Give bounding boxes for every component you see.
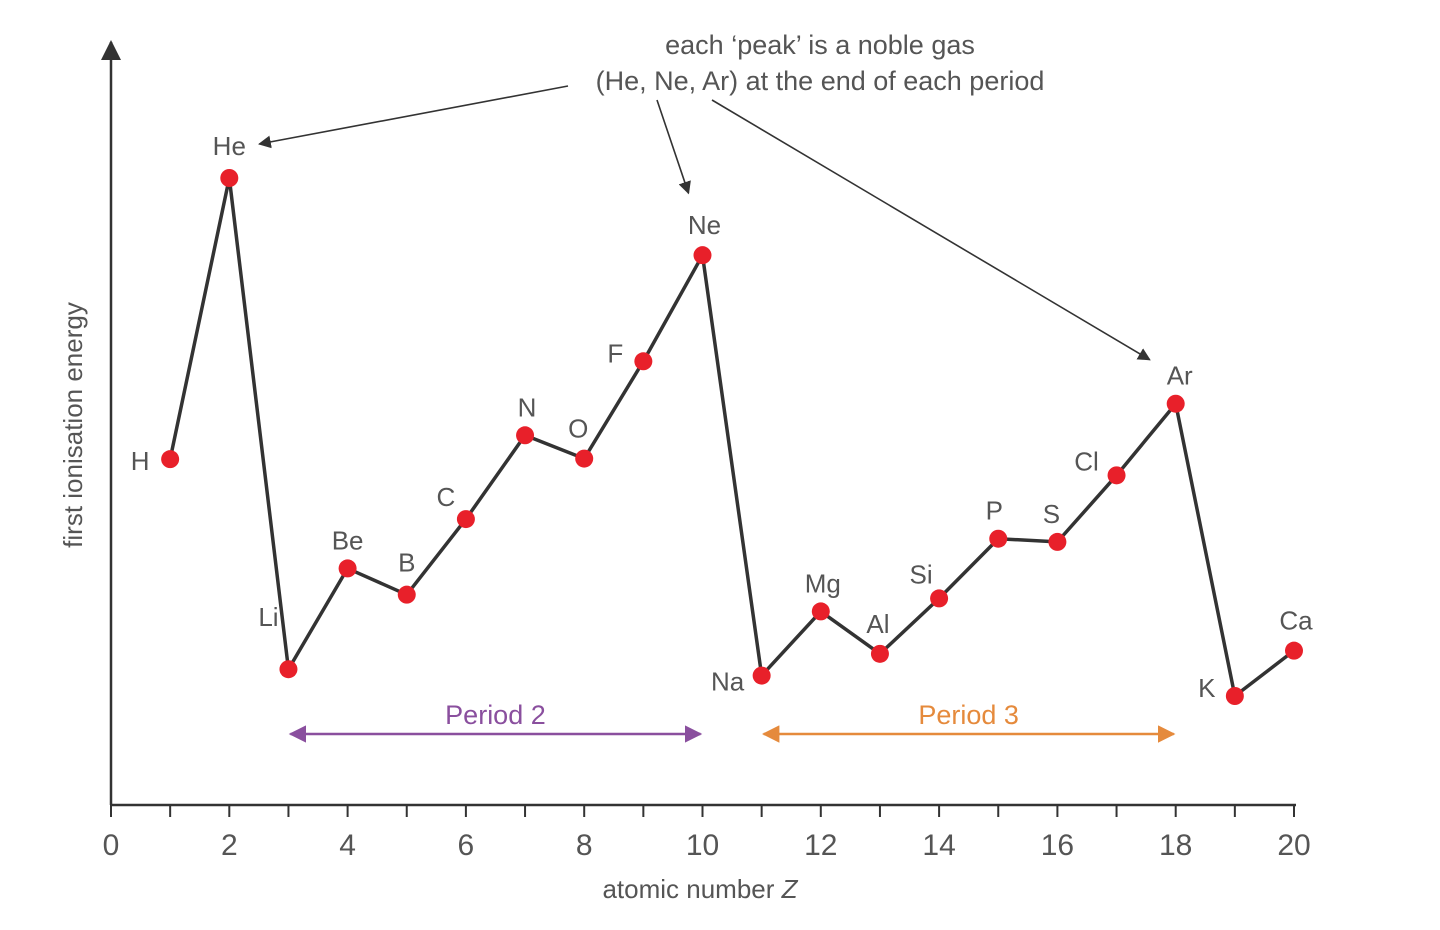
- data-point-label: Al: [866, 609, 889, 639]
- x-tick-label: 6: [458, 829, 475, 862]
- data-point: [989, 529, 1008, 548]
- data-point-label: Na: [711, 667, 745, 697]
- data-point-label: K: [1198, 673, 1216, 703]
- x-tick-label: 4: [339, 829, 356, 862]
- data-point: [456, 510, 475, 529]
- x-axis-label-text: atomic number: [602, 874, 774, 904]
- annotation-arrow: [711, 99, 1151, 361]
- period-ranges: Period 2 Period 3: [288, 700, 1176, 743]
- data-point-label: He: [213, 131, 246, 161]
- data-point-label: C: [437, 482, 456, 512]
- data-point: [1285, 641, 1303, 660]
- period-range-label: Period 2: [445, 700, 546, 730]
- data-point-label: Cl: [1074, 446, 1099, 476]
- x-tick-label: 0: [103, 829, 120, 862]
- x-tick-label: 2: [221, 829, 238, 862]
- data-point: [870, 644, 889, 663]
- x-tick-label: 12: [804, 829, 837, 862]
- data-point: [516, 426, 535, 445]
- x-tick-label: 14: [922, 829, 955, 862]
- data-point-label: Be: [332, 525, 364, 555]
- data-point: [338, 559, 357, 578]
- data-point-label: F: [607, 338, 623, 368]
- data-point: [397, 585, 416, 604]
- data-point: [811, 602, 830, 621]
- data-point-label: N: [518, 392, 537, 422]
- period-range-label: Period 3: [918, 700, 1019, 730]
- x-tick-label: 20: [1277, 829, 1310, 862]
- data-point: [161, 450, 180, 469]
- x-tick-label: 8: [576, 829, 593, 862]
- data-point: [930, 589, 949, 608]
- annotation-arrow: [656, 99, 691, 195]
- y-axis-label: first ionisation energy: [58, 302, 88, 548]
- x-axis-ticks: [110, 805, 1295, 817]
- data-point: [1107, 466, 1126, 485]
- data-point-label: Li: [258, 602, 278, 632]
- data-point: [752, 666, 771, 685]
- data-point-label: Ne: [688, 210, 721, 240]
- data-point-label: Mg: [805, 568, 841, 598]
- data-point: [575, 449, 594, 468]
- data-point-labels: H He Li Be B C N O F Ne Na Mg Al Si P S Cl Ar K Ca: [131, 131, 1313, 703]
- data-point: [1166, 394, 1185, 413]
- annotation-line-1: each ‘peak’ is a noble gas: [665, 30, 975, 60]
- data-point-label: S: [1043, 499, 1060, 529]
- data-point: [1225, 687, 1244, 705]
- annotation-arrow: [258, 85, 569, 149]
- data-point: [279, 660, 298, 679]
- x-tick-label: 16: [1041, 829, 1074, 862]
- data-point: [1048, 532, 1067, 551]
- data-point-label: Ca: [1279, 606, 1313, 636]
- series-line: [168, 176, 1296, 698]
- data-point: [693, 246, 712, 265]
- data-point-label: Ar: [1167, 361, 1193, 391]
- data-points: [161, 169, 1303, 705]
- data-point: [220, 169, 239, 187]
- data-point-label: B: [398, 548, 415, 578]
- data-point: [634, 352, 653, 371]
- annotation-arrows: [258, 85, 1151, 361]
- x-tick-label: 10: [686, 829, 719, 862]
- x-axis-tick-labels: 0 2 4 6 8 10 12 14 16 18 20: [103, 829, 1311, 862]
- annotation-line-2: (He, Ne, Ar) at the end of each period: [596, 66, 1045, 96]
- data-point-label: P: [986, 496, 1003, 526]
- x-axis-label-variable: Z: [781, 874, 799, 904]
- x-tick-label: 18: [1159, 829, 1192, 862]
- data-point-label: H: [131, 446, 150, 476]
- data-point-label: Si: [910, 559, 933, 589]
- x-axis-label: atomic number Z: [602, 874, 798, 904]
- data-point-label: O: [568, 414, 588, 444]
